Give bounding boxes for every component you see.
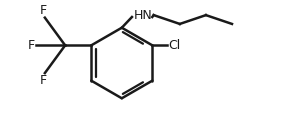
Text: F: F	[40, 74, 47, 87]
Text: Cl: Cl	[168, 39, 181, 52]
Text: HN: HN	[133, 9, 152, 22]
Text: F: F	[28, 39, 35, 52]
Text: F: F	[40, 4, 47, 17]
